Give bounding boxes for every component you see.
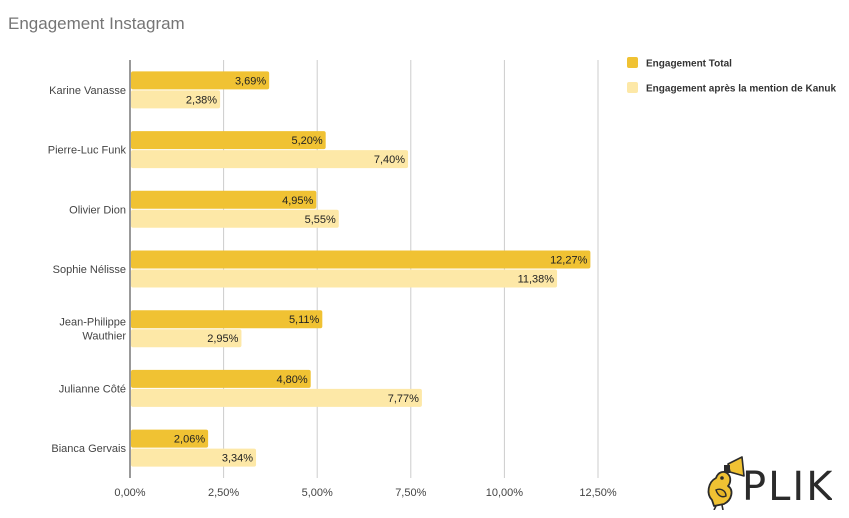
category-label: Pierre-Luc Funk	[48, 145, 127, 157]
data-label: 12,27%	[550, 255, 588, 267]
logo-text: PLIK	[742, 464, 832, 510]
data-label: 3,69%	[235, 75, 266, 87]
data-label: 4,95%	[282, 195, 313, 207]
category-labels: Karine Vanasse Pierre-Luc Funk Olivier Dio…	[48, 85, 127, 455]
bar-engagement-total	[131, 71, 270, 90]
x-tick-label: 0,00%	[114, 487, 145, 499]
legend-swatch	[627, 57, 638, 68]
bars: 3,69% 2,38% 5,20% 7,40% 4,95% 5,55% 12,27% 11,3…	[131, 71, 591, 467]
x-tick-label: 12,50%	[579, 487, 617, 499]
data-label: 2,38%	[186, 94, 217, 106]
bar-engagement-total	[131, 131, 326, 150]
data-label: 5,11%	[289, 314, 320, 326]
legend-label: Engagement Total	[646, 59, 732, 70]
bar-engagement-kanuk	[131, 269, 558, 288]
x-tick-label: 10,00%	[486, 487, 524, 499]
bar-engagement-total	[131, 369, 311, 388]
bar-engagement-kanuk	[131, 209, 339, 228]
bar-engagement-total	[131, 250, 591, 269]
tick-labels: 0,00% 2,50% 5,00% 7,50% 10,00% 12,50%	[114, 487, 616, 499]
x-tick-label: 2,50%	[208, 487, 239, 499]
category-label: Olivier Dion	[69, 204, 126, 216]
category-label: Wauthier	[82, 331, 126, 343]
data-label: 2,06%	[174, 434, 205, 446]
category-label: Karine Vanasse	[49, 85, 126, 97]
x-tick-label: 7,50%	[395, 487, 426, 499]
data-label: 7,40%	[374, 154, 405, 166]
category-label: Julianne Côté	[59, 383, 126, 395]
data-label: 2,95%	[207, 333, 238, 345]
legend-label: Engagement après la mention de Kanuk	[646, 84, 836, 95]
data-label: 7,77%	[388, 393, 419, 405]
x-tick-label: 5,00%	[302, 487, 333, 499]
legend: Engagement Total Engagement après la ment…	[627, 57, 836, 95]
plik-logo: PLIK	[702, 454, 832, 511]
category-label: Bianca Gervais	[51, 443, 126, 455]
category-label: Jean-Philippe	[59, 317, 126, 329]
bar-engagement-kanuk	[131, 448, 257, 467]
bird-megaphone-icon	[707, 456, 745, 511]
bar-engagement-total	[131, 190, 317, 209]
data-label: 5,20%	[291, 135, 322, 147]
bar-engagement-kanuk	[131, 388, 422, 407]
data-label: 4,80%	[277, 374, 308, 386]
data-label: 5,55%	[305, 214, 336, 226]
legend-swatch	[627, 82, 638, 93]
data-label: 11,38%	[518, 274, 555, 286]
bar-engagement-kanuk	[131, 90, 221, 109]
bar-engagement-kanuk	[131, 329, 242, 348]
bar-engagement-kanuk	[131, 150, 409, 169]
gridlines	[129, 60, 599, 478]
bar-engagement-total	[131, 310, 323, 329]
chart-title: Engagement Instagram	[8, 14, 185, 33]
data-label: 3,34%	[222, 453, 253, 465]
category-label: Sophie Nélisse	[53, 264, 126, 276]
bar-engagement-total	[131, 429, 209, 448]
